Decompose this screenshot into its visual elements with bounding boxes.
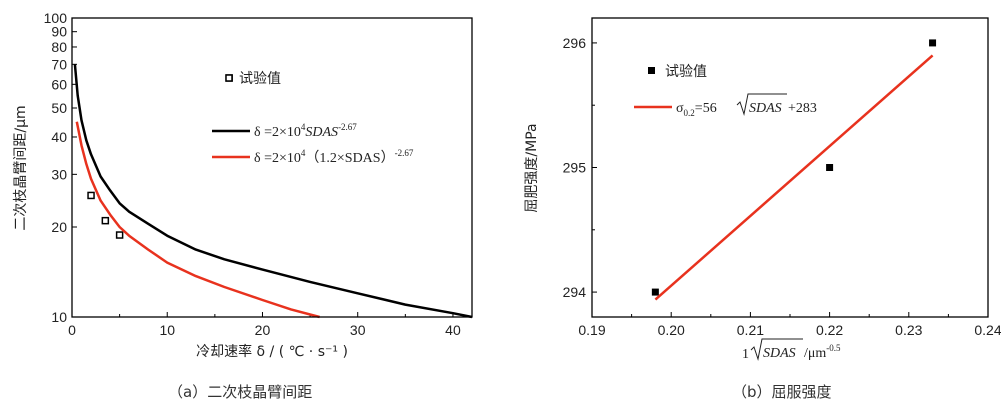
x-tick-label: 0.19: [578, 322, 605, 338]
chart-b-ylabel: 屈肥强度/MPa: [524, 123, 540, 212]
radical-sign-icon: [750, 338, 803, 361]
data-point: [87, 191, 95, 200]
svg-text:1: 1: [742, 347, 749, 362]
legend-red-label: δ =2×104（1.2×SDAS）-2.67: [254, 148, 414, 166]
series-line-2: [75, 121, 320, 319]
svg-text:/μm-0.5: /μm-0.5: [804, 343, 841, 361]
y-tick-label: 20: [51, 219, 67, 235]
chart-b: 0.19 0.20 0.21 0.22 0.23 0.24 294 295 296 屈肥强度/M…: [524, 17, 1001, 401]
x-tick-label: 0.24: [974, 322, 1001, 338]
x-tick-label: 20: [255, 322, 271, 338]
y-tick-label: 296: [563, 35, 587, 51]
svg-text:SDAS: SDAS: [763, 346, 796, 361]
x-tick-label: 0: [68, 322, 76, 338]
data-point: [826, 164, 834, 171]
legend-square-marker: [648, 67, 655, 74]
data-point: [115, 231, 124, 239]
data-point: [929, 39, 937, 47]
svg-text:σ0.2=56: σ0.2=56: [676, 101, 717, 118]
legend-square-marker: [225, 74, 233, 82]
x-tick-label: 0.20: [658, 322, 685, 338]
x-tick-label: 0.21: [737, 322, 764, 338]
y-tick-label: 50: [51, 100, 67, 116]
radical-sign-icon: [736, 93, 787, 116]
chart-a-xlabel: 冷却速率 δ / ( ℃ · s⁻¹ ): [196, 343, 348, 360]
fit-line: [654, 54, 934, 301]
data-point: [651, 288, 659, 296]
chart-b-series: [651, 39, 937, 301]
legend-black-label: δ =2×104SDAS-2.67: [254, 122, 357, 140]
chart-a-series: [73, 64, 473, 319]
chart-b-xlabel: 1 SDAS /μm-0.5: [742, 338, 841, 362]
series-line-1: [73, 64, 473, 319]
y-tick-label: 295: [563, 160, 587, 176]
x-tick-label: 0.22: [816, 322, 843, 338]
chart-b-frame: [591, 17, 989, 318]
y-tick-label: 80: [51, 39, 67, 55]
y-tick-label: 10: [51, 309, 67, 325]
data-point: [101, 216, 110, 225]
chart-b-caption: （b）屈服强度: [732, 383, 832, 401]
chart-a-ylabel: 二次枝晶臂间距/μm: [13, 105, 29, 230]
y-tick-label: 60: [51, 76, 67, 92]
chart-a-caption: （a）二次枝晶臂间距: [168, 383, 312, 401]
y-tick-label: 90: [51, 24, 67, 40]
y-tick-label: 30: [51, 166, 67, 182]
chart-a-frame: [71, 17, 473, 318]
x-tick-label: 30: [350, 322, 366, 338]
y-tick-label: 70: [51, 56, 67, 72]
svg-text:+283: +283: [788, 101, 817, 116]
x-tick-label: 40: [445, 322, 461, 338]
legend-test-label: 试验值: [665, 64, 707, 80]
chart-b-ticks: 0.19 0.20 0.21 0.22 0.23 0.24 294 295 296: [563, 35, 1001, 338]
legend-fit-label: σ0.2=56 SDAS +283: [676, 93, 817, 118]
legend-test-label: 试验值: [239, 71, 281, 87]
chart-b-legend: 试验值 σ0.2=56 SDAS +283: [634, 64, 817, 118]
chart-a-legend: 试验值 δ =2×104SDAS-2.67 δ =2×104（1.2×SDAS）…: [212, 71, 414, 166]
svg-text:SDAS: SDAS: [749, 101, 782, 116]
y-tick-label: 100: [44, 10, 68, 26]
x-tick-label: 0.23: [895, 322, 922, 338]
y-tick-label: 294: [563, 284, 587, 300]
y-tick-label: 40: [51, 129, 67, 145]
x-tick-label: 10: [159, 322, 175, 338]
